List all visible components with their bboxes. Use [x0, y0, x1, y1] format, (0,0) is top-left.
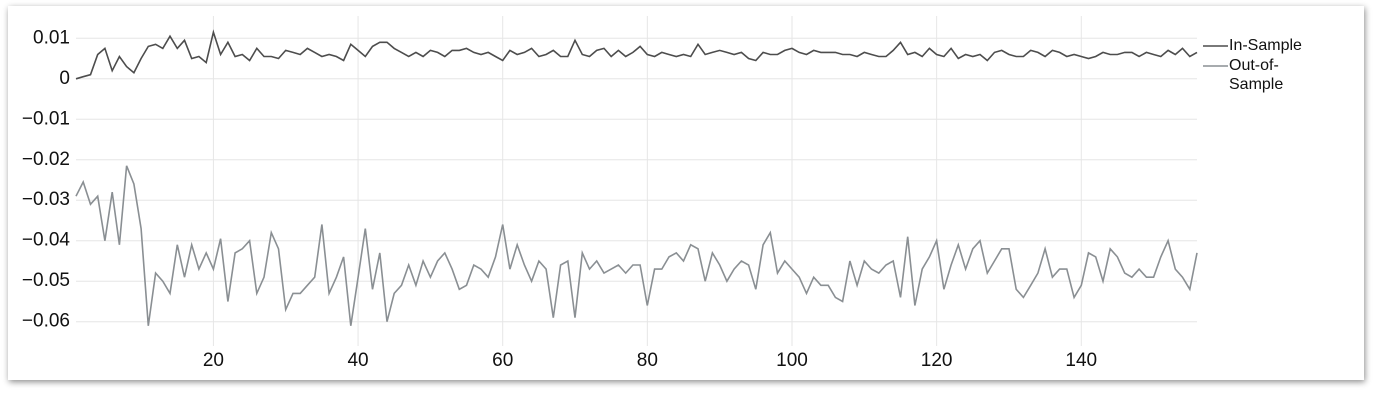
legend-label: In-Sample — [1229, 37, 1302, 54]
y-tick-label: −0.04 — [22, 230, 71, 251]
legend-label-part: Out-of- — [1229, 57, 1279, 74]
series-line — [75, 29, 1198, 80]
series-line — [75, 165, 1198, 326]
y-tick-label: −0.06 — [22, 311, 70, 332]
y-tick-label: 0 — [59, 68, 70, 89]
y-tick-label: 0.01 — [33, 27, 70, 48]
x-tick-label: 80 — [637, 350, 658, 371]
y-tick-label: −0.03 — [22, 189, 70, 210]
legend-label: Out-of- Sample — [1229, 57, 1283, 93]
x-tick-label: 20 — [203, 350, 224, 371]
x-tick-label: 120 — [921, 350, 953, 371]
x-tick-label: 100 — [776, 350, 808, 371]
x-tick-label: 60 — [492, 350, 513, 371]
y-tick-label: −0.05 — [22, 270, 70, 291]
card — [8, 6, 1364, 380]
y-tick-label: −0.02 — [22, 149, 70, 170]
y-tick-label: −0.01 — [22, 108, 70, 129]
legend-label-part: Sample — [1229, 76, 1283, 93]
x-tick-label: 140 — [1065, 350, 1097, 371]
x-tick-label: 40 — [347, 350, 368, 371]
